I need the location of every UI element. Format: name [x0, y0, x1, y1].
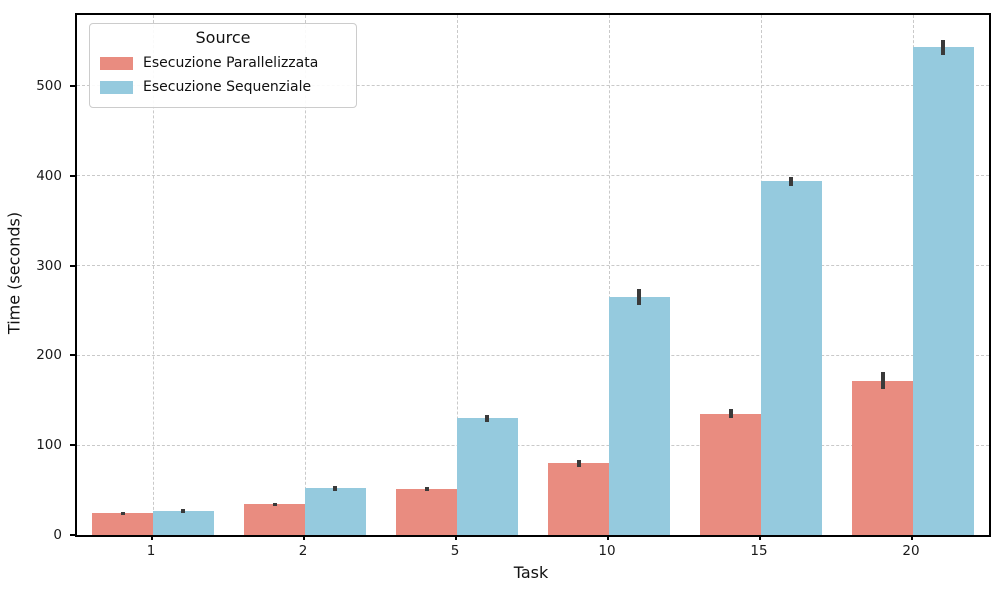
bar-sequential-20	[913, 47, 974, 535]
legend-title: Source	[195, 28, 251, 47]
x-axis-label: Task	[513, 563, 549, 582]
error-bar	[485, 414, 490, 422]
error-bar	[333, 485, 338, 491]
legend: Source Esecuzione Parallelizzata Esecuzi…	[89, 23, 357, 108]
gridline-vertical	[304, 15, 306, 535]
gridline-horizontal	[77, 444, 989, 446]
x-tick-label: 15	[750, 543, 768, 559]
error-bar	[880, 371, 885, 390]
error-bar	[789, 176, 794, 186]
error-bar	[272, 502, 277, 507]
x-tick-mark	[911, 535, 913, 540]
x-tick-label: 1	[146, 543, 156, 559]
legend-item-label: Esecuzione Parallelizzata	[143, 55, 319, 71]
legend-item-parallel: Esecuzione Parallelizzata	[100, 51, 346, 75]
x-tick-mark	[455, 535, 457, 540]
error-bar	[576, 459, 581, 467]
gridline-vertical	[608, 15, 610, 535]
bar-parallel-1	[92, 513, 153, 535]
legend-swatch-sequential-icon	[100, 80, 133, 94]
x-tick-mark	[303, 535, 305, 540]
legend-swatch-parallel-icon	[100, 56, 133, 70]
bar-parallel-15	[700, 413, 761, 535]
x-tick-label: 20	[902, 543, 920, 559]
bar-parallel-20	[852, 380, 913, 535]
bar-parallel-5	[396, 489, 457, 535]
y-tick-label: 100	[36, 437, 62, 454]
x-tick-label: 10	[598, 543, 616, 559]
x-tick-label: 2	[298, 543, 308, 559]
error-bar	[181, 508, 186, 513]
gridline-horizontal	[77, 354, 989, 356]
error-bar	[728, 409, 733, 419]
y-tick-label: 400	[36, 167, 62, 184]
legend-item-label: Esecuzione Sequenziale	[143, 79, 312, 95]
legend-item-sequential: Esecuzione Sequenziale	[100, 75, 346, 99]
bar-sequential-1	[153, 510, 214, 535]
y-tick-mark	[70, 354, 75, 357]
gridline-vertical	[456, 15, 458, 535]
y-tick-label: 200	[36, 347, 62, 364]
x-tick-mark	[759, 535, 761, 540]
gridline-horizontal	[77, 85, 989, 87]
gridline-horizontal	[77, 265, 989, 267]
error-bar	[941, 40, 946, 55]
y-tick-label: 300	[36, 257, 62, 274]
bar-sequential-2	[305, 488, 366, 535]
y-tick-label: 500	[36, 77, 62, 94]
gridline-vertical	[152, 15, 154, 535]
bar-sequential-5	[457, 418, 518, 535]
y-tick-mark	[70, 174, 75, 177]
x-tick-label: 5	[450, 543, 460, 559]
error-bar	[424, 486, 429, 492]
bar-sequential-10	[609, 297, 670, 535]
x-tick-mark	[607, 535, 609, 540]
y-tick-mark	[70, 264, 75, 267]
bar-sequential-15	[761, 181, 822, 535]
y-tick-label: 0	[53, 527, 62, 543]
error-bar	[120, 512, 125, 516]
bar-parallel-2	[244, 504, 305, 535]
x-tick-mark	[151, 535, 153, 540]
plot-area	[75, 13, 991, 537]
bar-parallel-10	[548, 463, 609, 535]
y-tick-mark	[70, 444, 75, 447]
y-tick-mark	[70, 534, 75, 536]
gridline-horizontal	[77, 175, 989, 177]
error-bar	[637, 288, 642, 306]
y-tick-mark	[70, 84, 75, 87]
